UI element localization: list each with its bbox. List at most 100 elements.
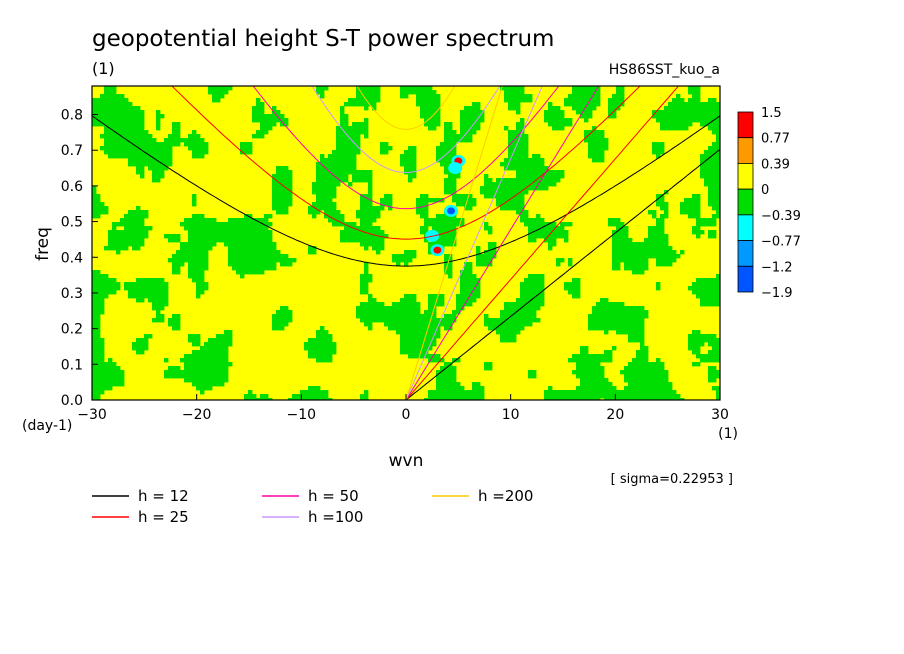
noise-cell (432, 102, 437, 107)
noise-cell (524, 314, 529, 319)
noise-cell (472, 390, 477, 395)
noise-cell (496, 326, 501, 331)
noise-cell (452, 194, 457, 199)
noise-cell (168, 146, 173, 151)
noise-cell (372, 318, 377, 323)
noise-cell (380, 302, 385, 307)
noise-cell (392, 302, 397, 307)
noise-cell (96, 330, 101, 335)
noise-cell (320, 198, 325, 203)
noise-cell (500, 190, 505, 195)
feature-blob (447, 207, 456, 215)
noise-cell (712, 150, 717, 155)
noise-cell (628, 398, 633, 400)
noise-cell (180, 370, 185, 375)
noise-cell (108, 130, 113, 135)
noise-cell (424, 334, 429, 339)
noise-cell (568, 394, 573, 399)
noise-cell (324, 190, 329, 195)
noise-cell (220, 222, 225, 227)
noise-cell (608, 102, 613, 107)
noise-cell (100, 374, 105, 379)
noise-cell (636, 382, 641, 387)
noise-cell (412, 154, 417, 159)
noise-cell (184, 250, 189, 255)
noise-cell (644, 370, 649, 375)
noise-cell (212, 378, 217, 383)
noise-cell (220, 334, 225, 339)
noise-cell (616, 318, 621, 323)
noise-cell (596, 374, 601, 379)
noise-cell (176, 238, 181, 243)
noise-cell (236, 254, 241, 259)
noise-cell (616, 306, 621, 311)
noise-cell (332, 214, 337, 219)
noise-cell (104, 246, 109, 251)
noise-cell (520, 154, 525, 159)
noise-cell (324, 206, 329, 211)
noise-cell (708, 286, 713, 291)
noise-cell (196, 370, 201, 375)
noise-cell (284, 182, 289, 187)
noise-cell (180, 374, 185, 379)
noise-cell (504, 326, 509, 331)
noise-cell (660, 254, 665, 259)
noise-cell (220, 342, 225, 347)
noise-cell (284, 258, 289, 263)
noise-cell (612, 310, 617, 315)
noise-cell (144, 278, 149, 283)
noise-cell (432, 106, 437, 111)
noise-cell (516, 130, 521, 135)
noise-cell (600, 130, 605, 135)
noise-cell (208, 242, 213, 247)
noise-cell (660, 390, 665, 395)
noise-cell (716, 158, 720, 163)
noise-cell (340, 218, 345, 223)
noise-cell (204, 362, 209, 367)
noise-cell (476, 394, 481, 399)
noise-cell (520, 218, 525, 223)
noise-cell (132, 146, 137, 151)
noise-cell (448, 174, 453, 179)
noise-cell (424, 94, 429, 99)
noise-cell (692, 94, 697, 99)
noise-cell (552, 118, 557, 123)
noise-cell (108, 86, 113, 91)
noise-cell (580, 362, 585, 367)
noise-cell (556, 118, 561, 123)
noise-cell (324, 182, 329, 187)
colorbar-swatch (737, 137, 754, 164)
noise-cell (520, 170, 525, 175)
noise-cell (156, 126, 161, 131)
noise-cell (716, 138, 720, 143)
noise-cell (92, 334, 97, 339)
noise-cell (348, 226, 353, 231)
noise-cell (328, 190, 333, 195)
noise-cell (472, 106, 477, 111)
noise-cell (716, 206, 720, 211)
noise-cell (92, 378, 97, 383)
noise-cell (452, 366, 457, 371)
noise-cell (360, 290, 365, 295)
noise-cell (528, 98, 533, 103)
noise-cell (392, 322, 397, 327)
noise-cell (412, 334, 417, 339)
noise-cell (584, 138, 589, 143)
noise-cell (532, 186, 537, 191)
colorbar-swatch (737, 111, 754, 139)
noise-cell (216, 354, 221, 359)
noise-cell (536, 222, 541, 227)
noise-cell (352, 158, 357, 163)
noise-cell (100, 102, 105, 107)
noise-cell (216, 222, 221, 227)
noise-cell (208, 238, 213, 243)
noise-cell (520, 306, 525, 311)
noise-cell (256, 226, 261, 231)
noise-cell (200, 218, 205, 223)
noise-cell (396, 326, 401, 331)
noise-cell (404, 342, 409, 347)
noise-cell (336, 150, 341, 155)
noise-cell (528, 314, 533, 319)
noise-cell (236, 238, 241, 243)
noise-cell (372, 306, 377, 311)
